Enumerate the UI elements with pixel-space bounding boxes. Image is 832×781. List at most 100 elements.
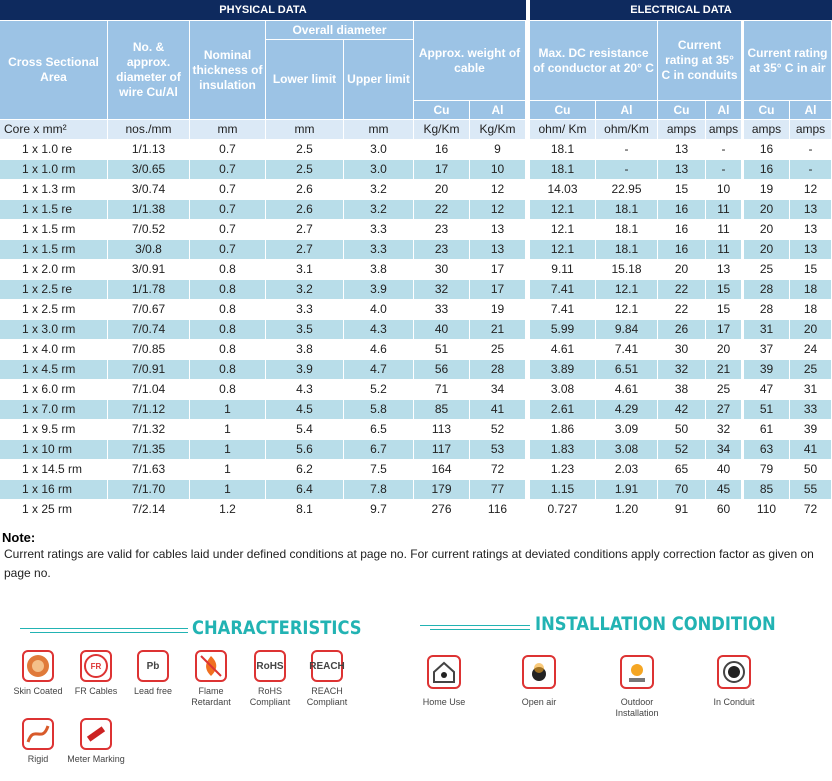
table-cell: 0.727: [530, 500, 595, 519]
table-cell: 110: [744, 500, 789, 519]
table-cell: 17: [706, 320, 741, 339]
table-cell: 7.41: [596, 340, 657, 359]
table-cell: 12: [470, 180, 525, 199]
icon: [80, 718, 112, 750]
table-cell: -: [706, 140, 741, 159]
table-cell: 20: [744, 200, 789, 219]
table-cell: 1 x 1.5 re: [0, 200, 107, 219]
table-cell: 4.61: [596, 380, 657, 399]
icon: [717, 655, 751, 689]
table-cell: 13: [470, 240, 525, 259]
table-cell: 10: [706, 180, 741, 199]
table-cell: 55: [790, 480, 831, 499]
sub-header: Al: [706, 101, 741, 119]
table-cell: 79: [744, 460, 789, 479]
table-cell: 28: [744, 300, 789, 319]
table-cell: 37: [744, 340, 789, 359]
table-cell: 9: [470, 140, 525, 159]
table-cell: 18.1: [596, 220, 657, 239]
icon-label: Open air: [521, 697, 557, 707]
table-cell: 0.7: [190, 140, 265, 159]
table-cell: 6.51: [596, 360, 657, 379]
table-cell: 0.8: [190, 280, 265, 299]
icon: [620, 655, 654, 689]
table-cell: 1.2: [190, 500, 265, 519]
table-cell: 13: [658, 160, 705, 179]
table-cell: 0.7: [190, 200, 265, 219]
table-cell: 117: [414, 440, 469, 459]
table-cell: 0.8: [190, 260, 265, 279]
table-cell: 51: [744, 400, 789, 419]
table-cell: 1/1.78: [108, 280, 189, 299]
table-cell: 1.86: [530, 420, 595, 439]
table-cell: 21: [706, 360, 741, 379]
table-cell: 7/1.04: [108, 380, 189, 399]
table-cell: 1: [190, 460, 265, 479]
table-cell: 33: [414, 300, 469, 319]
table-cell: 18.1: [530, 140, 595, 159]
table-cell: 3.8: [266, 340, 343, 359]
table-cell: 32: [706, 420, 741, 439]
table-cell: 2.7: [266, 220, 343, 239]
table-cell: 11: [706, 240, 741, 259]
column-header: Overall diameter: [266, 21, 413, 39]
table-cell: 0.8: [190, 300, 265, 319]
table-cell: 7/1.32: [108, 420, 189, 439]
table-cell: 4.7: [344, 360, 413, 379]
table-cell: 4.29: [596, 400, 657, 419]
table-cell: 1 x 6.0 rm: [0, 380, 107, 399]
table-cell: 12.1: [596, 300, 657, 319]
table-cell: 61: [744, 420, 789, 439]
table-cell: 41: [790, 440, 831, 459]
table-cell: 17: [414, 160, 469, 179]
icon-art: [27, 655, 49, 677]
icon: FR: [80, 650, 112, 682]
unit-cell: Kg/Km: [414, 120, 469, 139]
table-cell: 3/0.74: [108, 180, 189, 199]
rule: [30, 632, 188, 633]
table-cell: 5.99: [530, 320, 595, 339]
table-cell: 39: [790, 420, 831, 439]
icon-label: REACH Compliant: [306, 686, 348, 707]
table-cell: 1 x 25 rm: [0, 500, 107, 519]
table-cell: 2.61: [530, 400, 595, 419]
characteristics-title: CHARACTERISTICS: [192, 617, 362, 639]
table-cell: 0.8: [190, 320, 265, 339]
note-text: Current ratings are valid for cables lai…: [4, 547, 814, 580]
table-cell: 18: [790, 300, 831, 319]
table-cell: 12: [790, 180, 831, 199]
sub-header: Cu: [658, 101, 705, 119]
rule: [20, 628, 188, 629]
unit-cell: amps: [790, 120, 831, 139]
table-cell: 91: [658, 500, 705, 519]
table-cell: 1: [190, 400, 265, 419]
table-cell: 1 x 7.0 rm: [0, 400, 107, 419]
table-cell: 16: [658, 240, 705, 259]
icon-label: Meter Marking: [67, 754, 125, 764]
table-cell: 12.1: [530, 200, 595, 219]
table-cell: 11: [706, 220, 741, 239]
table-cell: 9.84: [596, 320, 657, 339]
table-cell: 15: [790, 260, 831, 279]
table-cell: 4.3: [266, 380, 343, 399]
table-cell: 7.41: [530, 300, 595, 319]
icon-art: [200, 655, 222, 677]
table-cell: 20: [706, 340, 741, 359]
table-cell: 12.1: [530, 220, 595, 239]
icon-label: Home Use: [422, 697, 466, 707]
table-cell: 1.23: [530, 460, 595, 479]
table-cell: 0.7: [190, 240, 265, 259]
table-cell: 1 x 14.5 rm: [0, 460, 107, 479]
table-cell: 22: [658, 280, 705, 299]
table-cell: 23: [414, 240, 469, 259]
table-cell: 27: [706, 400, 741, 419]
icon-art: [629, 664, 645, 682]
table-cell: 15.18: [596, 260, 657, 279]
table-cell: 85: [414, 400, 469, 419]
table-cell: 60: [706, 500, 741, 519]
table-cell: 2.5: [266, 160, 343, 179]
table-cell: 15: [658, 180, 705, 199]
table-cell: 4.6: [344, 340, 413, 359]
table-cell: 31: [744, 320, 789, 339]
table-cell: 16: [658, 200, 705, 219]
